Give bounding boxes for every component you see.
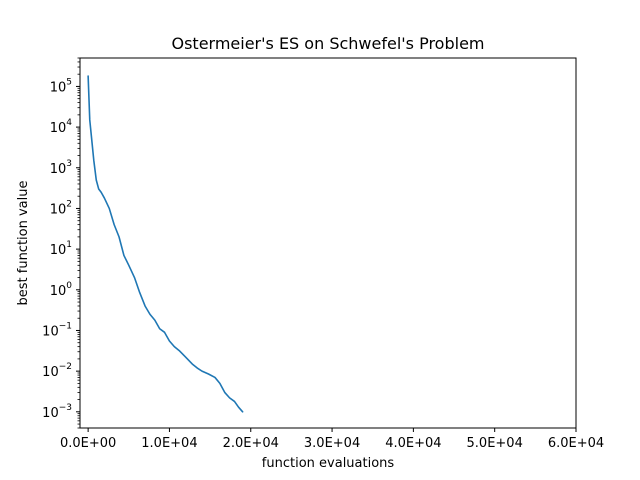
- y-tick-label: 10−2: [42, 362, 72, 380]
- y-tick-label: 100: [50, 281, 73, 299]
- x-axis-ticks: 0.0E+00 1.0E+04 2.0E+04 3.0E+04 4.0E+04 5.0E+…: [60, 428, 604, 451]
- x-tick-label: 1.0E+04: [141, 436, 197, 451]
- y-tick-exponent: −2: [59, 362, 72, 372]
- y-tick-exponent: 1: [66, 240, 72, 250]
- y-tick-exponent: 5: [66, 77, 72, 87]
- y-tick-exponent: 3: [66, 159, 72, 169]
- y-tick-base: 10: [50, 121, 67, 136]
- x-tick-label: 0.0E+00: [60, 436, 116, 451]
- y-tick-base: 10: [50, 284, 67, 299]
- x-tick-label: 2.0E+04: [223, 436, 279, 451]
- y-tick-label: 103: [50, 159, 72, 177]
- y-axis-label: best function value: [16, 181, 31, 306]
- y-tick-exponent: 0: [66, 281, 72, 291]
- y-tick-label: 104: [50, 118, 73, 136]
- chart-title: Ostermeier's ES on Schwefel's Problem: [171, 34, 484, 53]
- x-tick-label: 5.0E+04: [467, 436, 523, 451]
- y-tick-exponent: 4: [66, 118, 72, 128]
- y-tick-label: 102: [50, 199, 72, 217]
- y-tick-exponent: −1: [59, 321, 72, 331]
- y-tick-exponent: 2: [66, 199, 72, 209]
- y-tick-label: 10−3: [42, 403, 72, 421]
- x-tick-label: 6.0E+04: [548, 436, 604, 451]
- plot-frame: [79, 57, 577, 429]
- x-axis-label: function evaluations: [262, 456, 395, 471]
- y-tick-base: 10: [42, 365, 59, 380]
- y-tick-label: 105: [50, 77, 72, 95]
- series-line-0: [87, 75, 244, 413]
- y-tick-exponent: −3: [59, 403, 72, 413]
- y-tick-base: 10: [50, 162, 67, 177]
- y-tick-base: 10: [42, 406, 59, 421]
- y-tick-base: 10: [50, 80, 67, 95]
- y-tick-label: 10−1: [42, 321, 72, 339]
- y-tick-base: 10: [50, 243, 67, 258]
- x-tick-label: 4.0E+04: [385, 436, 441, 451]
- y-tick-label: 101: [50, 240, 72, 258]
- y-tick-base: 10: [42, 324, 59, 339]
- series-layer: [87, 75, 244, 413]
- y-tick-base: 10: [50, 202, 67, 217]
- x-tick-label: 3.0E+04: [304, 436, 360, 451]
